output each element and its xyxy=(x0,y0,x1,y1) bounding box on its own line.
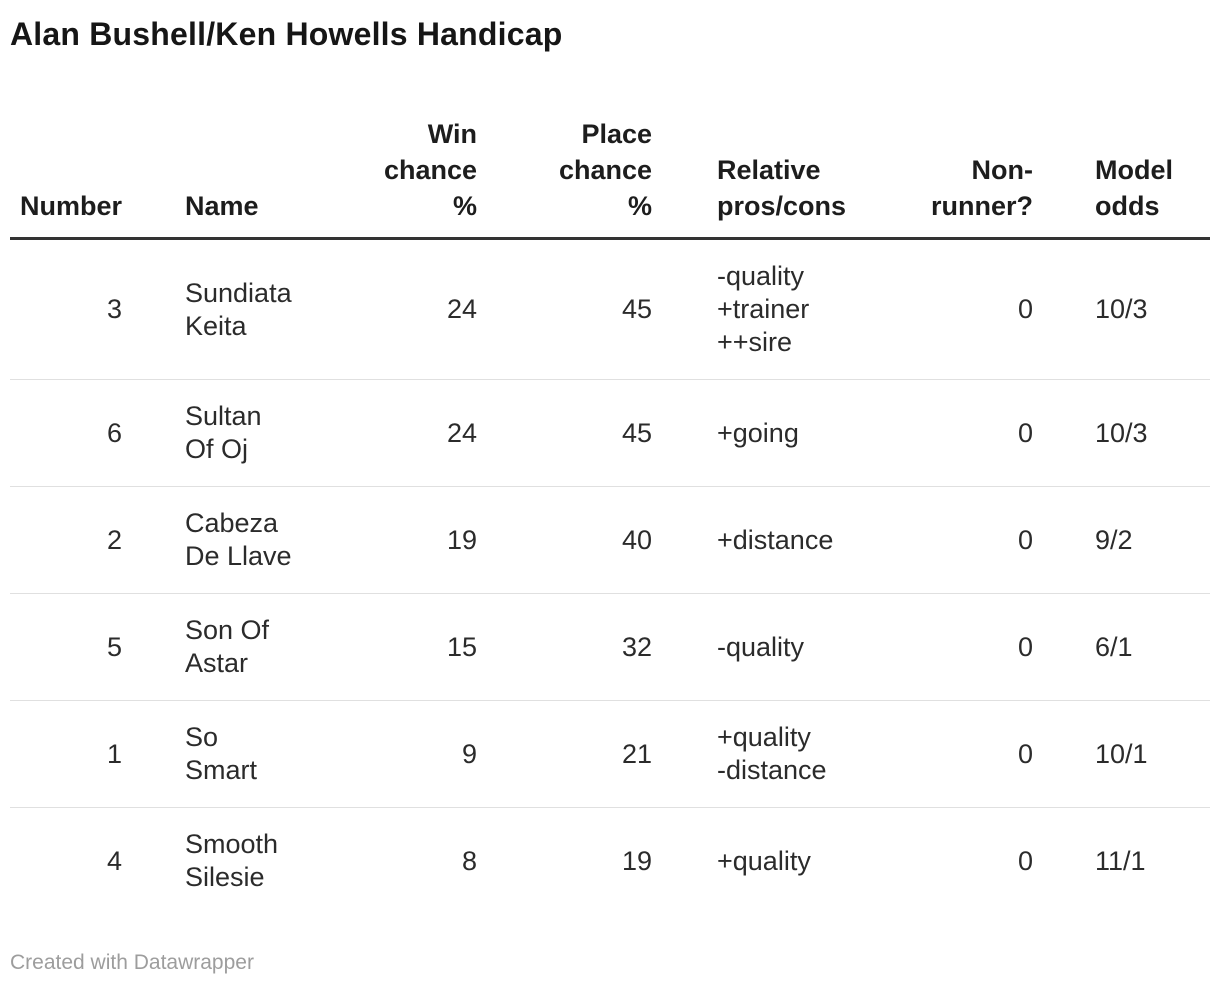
cell-name: Son Of Astar xyxy=(185,615,270,678)
cell-non-runner: 0 xyxy=(1017,631,1033,662)
cell-number: 6 xyxy=(106,417,122,448)
cell-win-chance: 24 xyxy=(446,417,477,448)
chart-title: Alan Bushell/Ken Howells Handicap xyxy=(10,16,563,52)
cell-name: Sultan Of Oj xyxy=(185,401,262,464)
cell-non-runner: 0 xyxy=(1017,294,1033,324)
cell-non-runner: 0 xyxy=(1017,524,1033,555)
datawrapper-attribution: Created with Datawrapper xyxy=(10,951,254,974)
col-header-name: Name xyxy=(185,191,259,221)
col-header-number: Number xyxy=(19,191,122,221)
cell-pros-cons: -quality xyxy=(717,631,805,662)
cell-win-chance: 19 xyxy=(446,524,477,555)
cell-place-chance: 45 xyxy=(621,294,652,324)
cell-pros-cons: +distance xyxy=(717,524,834,555)
col-header-win-chance: Win chance % xyxy=(383,119,477,221)
cell-model-odds: 9/2 xyxy=(1095,524,1133,555)
cell-non-runner: 0 xyxy=(1017,417,1033,448)
col-header-non-runner: Non- runner? xyxy=(930,155,1033,221)
col-header-place-chance: Place chance % xyxy=(558,119,652,221)
table-row: 4 Smooth Silesie 8 19 +quality 0 11/1 xyxy=(10,807,1210,915)
cell-number: 5 xyxy=(106,631,122,662)
cell-name: Sundiata Keita xyxy=(185,277,292,341)
table-row: 1 So Smart 9 21 +quality -distance 0 10/… xyxy=(10,700,1210,808)
cell-non-runner: 0 xyxy=(1017,738,1033,769)
cell-place-chance: 40 xyxy=(621,524,652,555)
cell-name: Cabeza De Llave xyxy=(185,508,292,571)
cell-non-runner: 0 xyxy=(1017,845,1033,876)
cell-win-chance: 24 xyxy=(446,294,477,324)
cell-name: Smooth Silesie xyxy=(185,829,279,892)
cell-place-chance: 21 xyxy=(621,738,652,769)
table-row: 2 Cabeza De Llave 19 40 +distance 0 9/2 xyxy=(10,486,1210,594)
cell-model-odds: 10/3 xyxy=(1095,294,1148,324)
cell-number: 4 xyxy=(106,845,122,876)
cell-place-chance: 32 xyxy=(621,631,652,662)
cell-model-odds: 10/1 xyxy=(1095,738,1148,769)
cell-model-odds: 6/1 xyxy=(1095,631,1133,662)
horse-race-table: Number Name Win chance % Place chance % … xyxy=(10,116,1210,914)
cell-win-chance: 15 xyxy=(446,631,477,662)
table-row: 5 Son Of Astar 15 32 -quality 0 6/1 xyxy=(10,593,1210,701)
cell-pros-cons: +quality -distance xyxy=(717,722,827,785)
cell-model-odds: 10/3 xyxy=(1095,417,1148,448)
table-row: 6 Sultan Of Oj 24 45 +going 0 10/3 xyxy=(10,379,1210,487)
cell-pros-cons: +quality xyxy=(717,845,811,876)
cell-name: So Smart xyxy=(185,722,258,785)
cell-pros-cons: -quality +trainer ++sire xyxy=(717,261,810,357)
table-row: 3 Sundiata Keita 24 45 -quality +trainer… xyxy=(10,239,1210,380)
table-body: 3 Sundiata Keita 24 45 -quality +trainer… xyxy=(10,239,1210,915)
cell-win-chance: 9 xyxy=(461,738,477,769)
header-row: Number Name Win chance % Place chance % … xyxy=(10,116,1210,239)
cell-number: 3 xyxy=(106,294,122,324)
cell-place-chance: 19 xyxy=(621,845,652,876)
cell-number: 1 xyxy=(106,738,122,769)
cell-number: 2 xyxy=(106,524,122,555)
table-header: Number Name Win chance % Place chance % … xyxy=(10,116,1210,239)
cell-model-odds: 11/1 xyxy=(1095,845,1146,876)
cell-win-chance: 8 xyxy=(461,845,477,876)
col-header-model-odds: Model odds xyxy=(1095,155,1173,221)
cell-pros-cons: +going xyxy=(717,417,799,448)
cell-place-chance: 45 xyxy=(621,417,652,448)
col-header-pros-cons: Relative pros/cons xyxy=(717,155,847,221)
